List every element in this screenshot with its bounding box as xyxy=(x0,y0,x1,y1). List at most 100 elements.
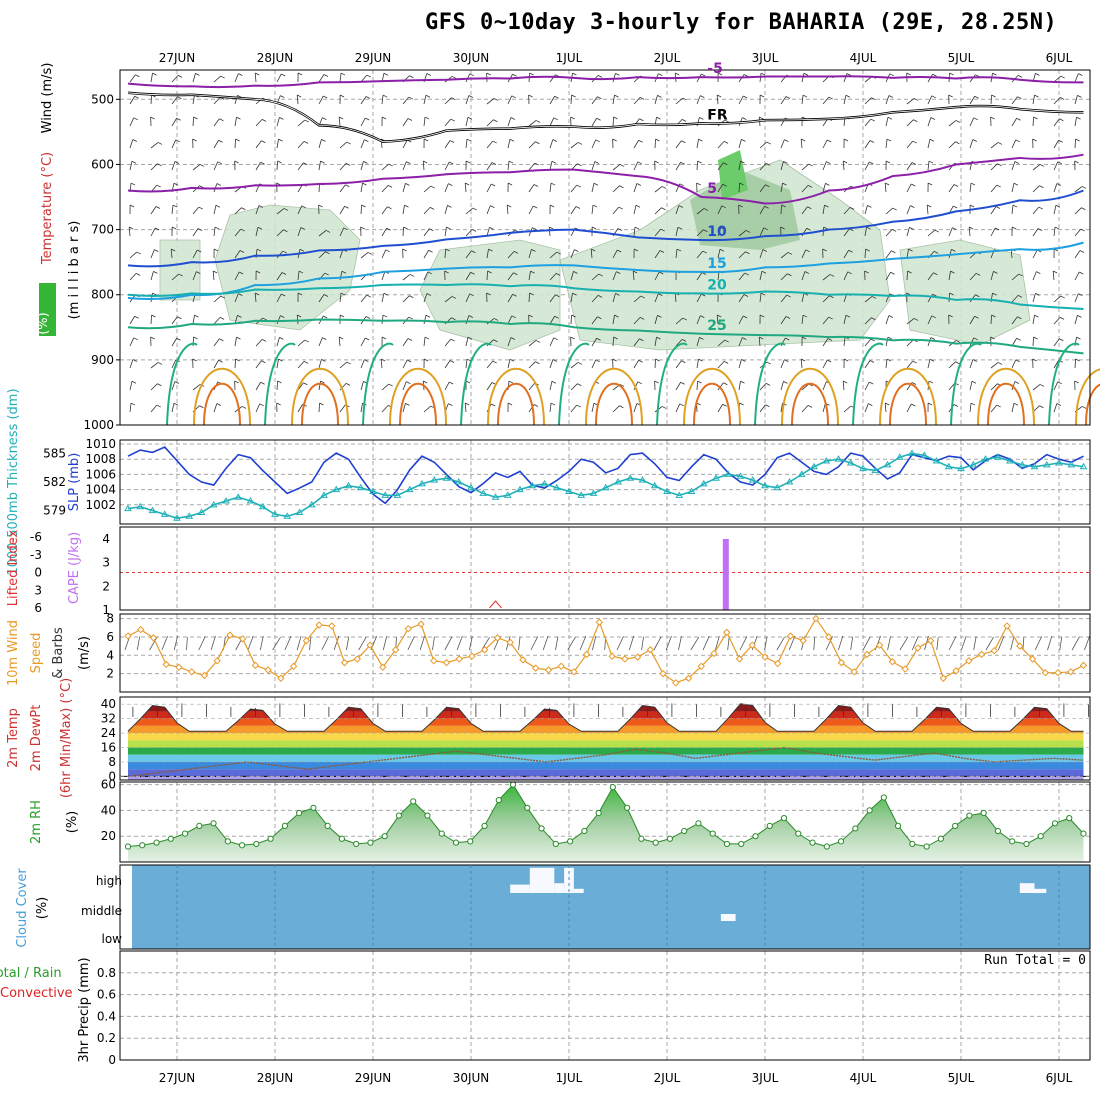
wind-barb xyxy=(781,204,786,208)
wind-barb xyxy=(759,271,763,281)
wind-barb xyxy=(129,117,135,127)
thickness-point xyxy=(320,491,328,498)
wind-speed-point xyxy=(965,657,973,665)
wind-barb xyxy=(1013,182,1019,186)
wind-barb xyxy=(303,162,308,166)
date-tick-bottom: 28JUN xyxy=(257,1071,294,1085)
rh2m-point xyxy=(238,842,246,849)
wind-barb xyxy=(884,182,890,186)
wind-speed-point xyxy=(1054,669,1062,677)
wind-barb xyxy=(885,315,890,325)
li-tick-label: -3 xyxy=(30,548,42,562)
wind-barb xyxy=(931,95,936,99)
wind-barb xyxy=(171,118,177,127)
wind-barb xyxy=(129,74,136,83)
rh2m-point xyxy=(367,839,374,846)
wind-barb xyxy=(279,116,284,120)
wind-barb xyxy=(381,405,389,413)
wind-barb xyxy=(318,381,321,391)
wind-barb xyxy=(387,185,393,188)
wind-barb xyxy=(193,116,198,120)
wind-barb xyxy=(133,337,138,341)
wind-barb xyxy=(213,295,222,303)
wind-barb xyxy=(513,251,519,254)
wind-barb xyxy=(971,380,977,384)
wind-barb xyxy=(360,337,366,347)
rh2m-point xyxy=(281,822,288,829)
wind-barb xyxy=(1015,139,1020,143)
thickness-tick-label: 585 xyxy=(43,446,66,460)
temperature-band xyxy=(128,754,1084,762)
wind-barb xyxy=(360,139,365,149)
wind-speed-point xyxy=(175,663,183,671)
thickness-point xyxy=(467,483,475,491)
thickness-point xyxy=(516,485,524,493)
wind-barb xyxy=(176,117,181,121)
wind-barb xyxy=(234,138,236,149)
rh2m-point xyxy=(210,820,217,827)
wind-barb xyxy=(969,403,972,413)
wind-barb xyxy=(701,73,706,77)
wind-barb xyxy=(948,314,953,318)
thickness-point xyxy=(736,472,745,479)
wind-barb xyxy=(367,252,373,255)
wind-barb xyxy=(444,227,447,237)
wind-barb xyxy=(507,139,511,149)
warm-contour xyxy=(1075,368,1100,426)
wind-barb xyxy=(426,293,432,296)
wind-barb xyxy=(864,403,869,413)
thickness-point xyxy=(454,478,463,485)
wind-barb xyxy=(512,293,517,297)
wind-barb xyxy=(366,294,371,298)
wind-barb xyxy=(675,97,684,105)
wind-barb xyxy=(654,95,658,105)
wind-barb xyxy=(239,250,245,253)
warm-contour xyxy=(889,382,927,426)
thickness-point xyxy=(491,493,500,500)
temperature-band xyxy=(128,740,1084,748)
wind-barb xyxy=(150,227,156,237)
wind-barb xyxy=(492,360,497,364)
wind-barb xyxy=(234,160,239,164)
wind-barb xyxy=(661,406,667,409)
wind-barb xyxy=(213,75,222,83)
wind-barb xyxy=(699,116,704,120)
wind-barb xyxy=(241,207,246,211)
wind-tick-label: 4 xyxy=(106,648,114,662)
wind-barb xyxy=(690,636,700,651)
thickness-point xyxy=(540,479,549,487)
wind-barb xyxy=(758,337,761,347)
rh2m-point xyxy=(1051,820,1059,827)
wind-barb xyxy=(447,204,452,208)
wind-barb xyxy=(933,251,939,254)
wind-barb xyxy=(1011,139,1017,149)
wind-barb xyxy=(339,404,346,413)
wind-barb xyxy=(1080,228,1085,232)
wind-barb xyxy=(507,272,514,281)
wind-barb xyxy=(869,140,875,143)
wind-barb xyxy=(591,316,598,325)
wind-barb xyxy=(1074,250,1081,259)
wind-barb xyxy=(570,336,575,340)
rh2m-point xyxy=(395,812,403,819)
wind-barb xyxy=(570,206,577,215)
wind-barb xyxy=(738,381,741,391)
wind-barb xyxy=(408,96,413,100)
wind-barb xyxy=(696,250,704,259)
wind-barb xyxy=(969,316,975,325)
wind-barb xyxy=(321,358,326,362)
wind-barb xyxy=(595,359,600,363)
wind-barb xyxy=(528,94,533,98)
rh2m-point xyxy=(780,815,788,822)
isotherm-line xyxy=(127,189,1084,268)
wind-barb xyxy=(152,72,157,76)
wind-barb xyxy=(533,205,538,209)
contour-25 xyxy=(754,342,786,426)
wind-barb xyxy=(528,340,537,347)
pressure-tick-label: 1000 xyxy=(83,418,114,432)
rh-shading xyxy=(559,159,891,351)
rh2m-point xyxy=(909,840,916,848)
wind-barb xyxy=(822,359,828,369)
wind-barb xyxy=(657,94,662,98)
thickness-point xyxy=(969,460,978,468)
